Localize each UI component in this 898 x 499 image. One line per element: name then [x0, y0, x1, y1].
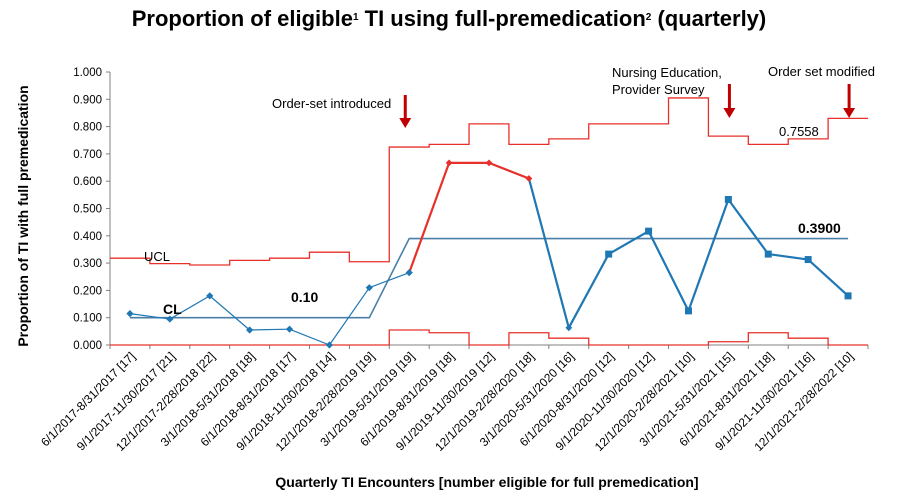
- y-axis-title: Proportion of TI with full premedication: [15, 85, 31, 346]
- annotation-provider-survey: Provider Survey: [612, 82, 705, 97]
- series-segment: [289, 328, 330, 346]
- annotation-nursing-education: Nursing Education,: [612, 65, 722, 80]
- data-point: [246, 326, 254, 334]
- ucl-label: UCL: [144, 249, 170, 264]
- annotation-order-set-modified: Order set modified: [768, 64, 875, 79]
- title-sup-1: 1: [352, 12, 359, 23]
- data-point: [684, 307, 692, 315]
- series-segment: [369, 272, 410, 289]
- data-point: [844, 292, 852, 300]
- series-segment: [488, 161, 530, 180]
- series-segment: [768, 253, 809, 261]
- annotation-order-set-introduced: Order-set introduced: [272, 96, 391, 111]
- title-text-a: Proportion of eligible: [131, 6, 353, 31]
- data-point: [445, 159, 453, 167]
- series-segment: [608, 230, 650, 256]
- series-segment: [209, 295, 251, 331]
- series-segment: [328, 287, 370, 346]
- y-tick-label: 0.500: [73, 204, 102, 216]
- ucl-value-label: 0.7558: [779, 124, 819, 139]
- cl-phase2-value: 0.3900: [798, 220, 841, 236]
- y-tick-label: 0.700: [73, 149, 102, 161]
- series-segment: [687, 199, 730, 312]
- data-point: [605, 250, 613, 258]
- series-segment: [647, 230, 690, 312]
- series-segment: [408, 162, 451, 274]
- data-point: [166, 315, 174, 323]
- series-segment: [727, 198, 770, 255]
- data-point: [724, 195, 732, 203]
- series-segment: [249, 328, 290, 331]
- data-point: [126, 310, 134, 318]
- data-series: [126, 159, 852, 349]
- data-point: [764, 250, 772, 258]
- y-tick-label: 0.200: [73, 285, 102, 297]
- series-segment: [807, 258, 849, 297]
- y-tick-label: 0.600: [73, 176, 102, 188]
- y-tick-label: 0.900: [73, 94, 102, 106]
- data-point: [804, 256, 812, 264]
- cl-phase1-value: 0.10: [291, 289, 318, 305]
- centerline: [129, 237, 849, 319]
- annotations: UCL CL 0.10 0.3900 0.7558 Order-set introduce…: [144, 64, 875, 317]
- lcl-line: [110, 329, 868, 346]
- series-segment: [169, 295, 211, 320]
- ucl-line: [110, 97, 868, 266]
- data-point: [365, 284, 373, 292]
- y-tick-label: 0.100: [73, 313, 102, 325]
- data-point: [325, 341, 334, 349]
- arrow-nursing-education-head: [723, 108, 736, 118]
- title-text-b: TI using full-premedication: [358, 6, 646, 31]
- data-point: [645, 227, 653, 235]
- y-tick-label: 0.800: [73, 122, 102, 134]
- y-tick-label: 0.400: [73, 231, 102, 243]
- series-segment: [129, 313, 170, 320]
- series-segment: [527, 178, 570, 329]
- data-point: [285, 325, 294, 333]
- data-point: [405, 269, 413, 277]
- y-tick-label: 0.000: [73, 340, 102, 352]
- title-sup-2: 2: [645, 12, 652, 23]
- chart-title: Proportion of eligible1 TI using full-pr…: [0, 6, 898, 32]
- data-point: [525, 175, 533, 182]
- data-point: [565, 324, 573, 332]
- data-point: [206, 292, 214, 300]
- series-segment: [567, 253, 610, 329]
- control-limits: [110, 97, 868, 346]
- cl-label: CL: [163, 301, 182, 317]
- arrow-order-set-introduced-head: [399, 118, 412, 128]
- x-axis-title: Quarterly TI Encounters [number eligible…: [275, 474, 698, 490]
- y-tick-label: 1.000: [73, 67, 102, 79]
- data-point: [485, 159, 493, 167]
- arrow-order-set-modified-head: [843, 108, 856, 118]
- title-text-c: (quarterly): [651, 6, 767, 31]
- y-tick-label: 0.300: [73, 258, 102, 270]
